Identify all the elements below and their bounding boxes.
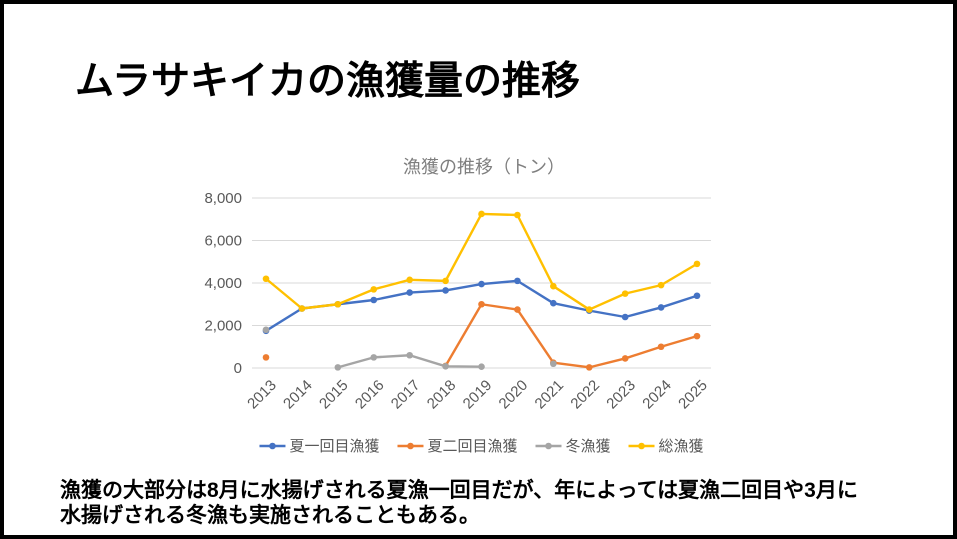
caption: 漁獲の大部分は8月に水揚げされる夏漁一回目だが、年によっては夏漁二回目や3月に … — [60, 478, 940, 528]
legend-label: 冬漁獲 — [566, 438, 611, 455]
legend-label: 夏一回目漁獲 — [289, 438, 379, 455]
y-axis-tick-label: 8,000 — [204, 190, 242, 207]
data-point-marker — [262, 326, 270, 334]
chart-container: 漁獲の推移（トン） 0 2,000 4,000 6,000 8,000 2013 2014 2… — [154, 142, 814, 474]
data-point-marker — [657, 343, 665, 351]
legend-item: 夏二回目漁獲 — [397, 438, 518, 455]
legend-label: 総漁獲 — [659, 438, 704, 455]
data-point-marker — [514, 306, 521, 313]
x-axis-tick-label: 2023 — [603, 377, 639, 413]
data-point-marker — [334, 364, 342, 371]
data-point-marker — [442, 363, 449, 370]
data-point-marker — [514, 211, 521, 219]
legend-marker-swatch — [269, 442, 276, 450]
x-axis-tick-label: 2015 — [316, 377, 352, 413]
caption-line-2: 水揚げされる冬漁も実施されることもある。 — [60, 504, 480, 527]
chart-title: 漁獲の推移（トン） — [403, 157, 565, 177]
data-point-marker — [657, 304, 665, 311]
data-point-marker — [370, 354, 378, 361]
data-point-marker — [406, 276, 413, 284]
data-point-marker — [693, 260, 701, 268]
data-point-marker — [262, 354, 270, 361]
x-axis-tick-label: 2021 — [532, 377, 568, 413]
series-line — [444, 303, 699, 369]
legend-item: 総漁獲 — [628, 438, 704, 455]
data-point-marker — [693, 332, 701, 340]
x-axis-tick-label: 2024 — [639, 377, 675, 413]
data-point-marker — [693, 292, 701, 300]
data-point-marker — [406, 351, 413, 359]
data-point-marker — [621, 355, 629, 362]
legend-item: 冬漁獲 — [535, 438, 611, 455]
y-axis-tick-label: 0 — [234, 360, 242, 377]
data-point-marker — [262, 275, 270, 283]
data-point-marker — [406, 289, 413, 296]
data-point-marker — [657, 281, 665, 289]
data-point-marker — [334, 300, 342, 308]
data-point-marker — [442, 287, 449, 294]
data-point-marker — [478, 300, 485, 308]
data-point-marker — [442, 277, 449, 285]
caption-line-1: 漁獲の大部分は8月に水揚げされる夏漁一回目だが、年によっては夏漁二回目や3月に — [60, 479, 858, 502]
data-point-marker — [550, 360, 557, 368]
data-point-marker — [478, 363, 485, 371]
legend-marker-swatch — [545, 442, 552, 450]
x-axis-tick-label: 2018 — [424, 377, 460, 413]
data-point-marker — [621, 313, 629, 321]
data-point-marker — [621, 290, 629, 297]
x-axis-tick-label: 2017 — [388, 377, 424, 413]
x-axis-tick-label: 2014 — [280, 377, 316, 413]
data-point-marker — [370, 296, 378, 304]
x-axis-tick-label: 2022 — [567, 377, 603, 413]
data-point-marker — [585, 306, 593, 313]
legend-marker-swatch — [407, 442, 414, 450]
data-point-marker — [585, 364, 593, 371]
data-point-marker — [370, 286, 378, 293]
x-axis-tick-label: 2020 — [496, 377, 532, 413]
data-point-marker — [478, 210, 485, 218]
chart-legend: 夏一回目漁獲 夏二回目漁獲 冬漁獲 総漁獲 — [259, 438, 704, 455]
y-axis-tick-label: 2,000 — [204, 318, 242, 335]
data-point-marker — [298, 305, 306, 312]
x-axis-tick-label: 2025 — [675, 377, 711, 413]
y-axis-tick-label: 6,000 — [204, 233, 242, 250]
data-point-marker — [478, 280, 485, 288]
series-line — [264, 212, 699, 311]
y-axis-tick-label: 4,000 — [204, 275, 242, 292]
page-title: ムラサキイカの漁獲量の推移 — [75, 60, 581, 103]
data-point-marker — [550, 299, 557, 307]
legend-label: 夏二回目漁獲 — [427, 438, 517, 455]
x-axis-tick-label: 2019 — [460, 377, 496, 413]
legend-marker-swatch — [638, 442, 645, 450]
legend-item: 夏一回目漁獲 — [259, 438, 379, 455]
data-point-marker — [550, 282, 557, 290]
x-axis-tick-label: 2013 — [244, 377, 280, 413]
x-axis-tick-label: 2016 — [352, 377, 388, 413]
data-point-marker — [514, 277, 521, 285]
